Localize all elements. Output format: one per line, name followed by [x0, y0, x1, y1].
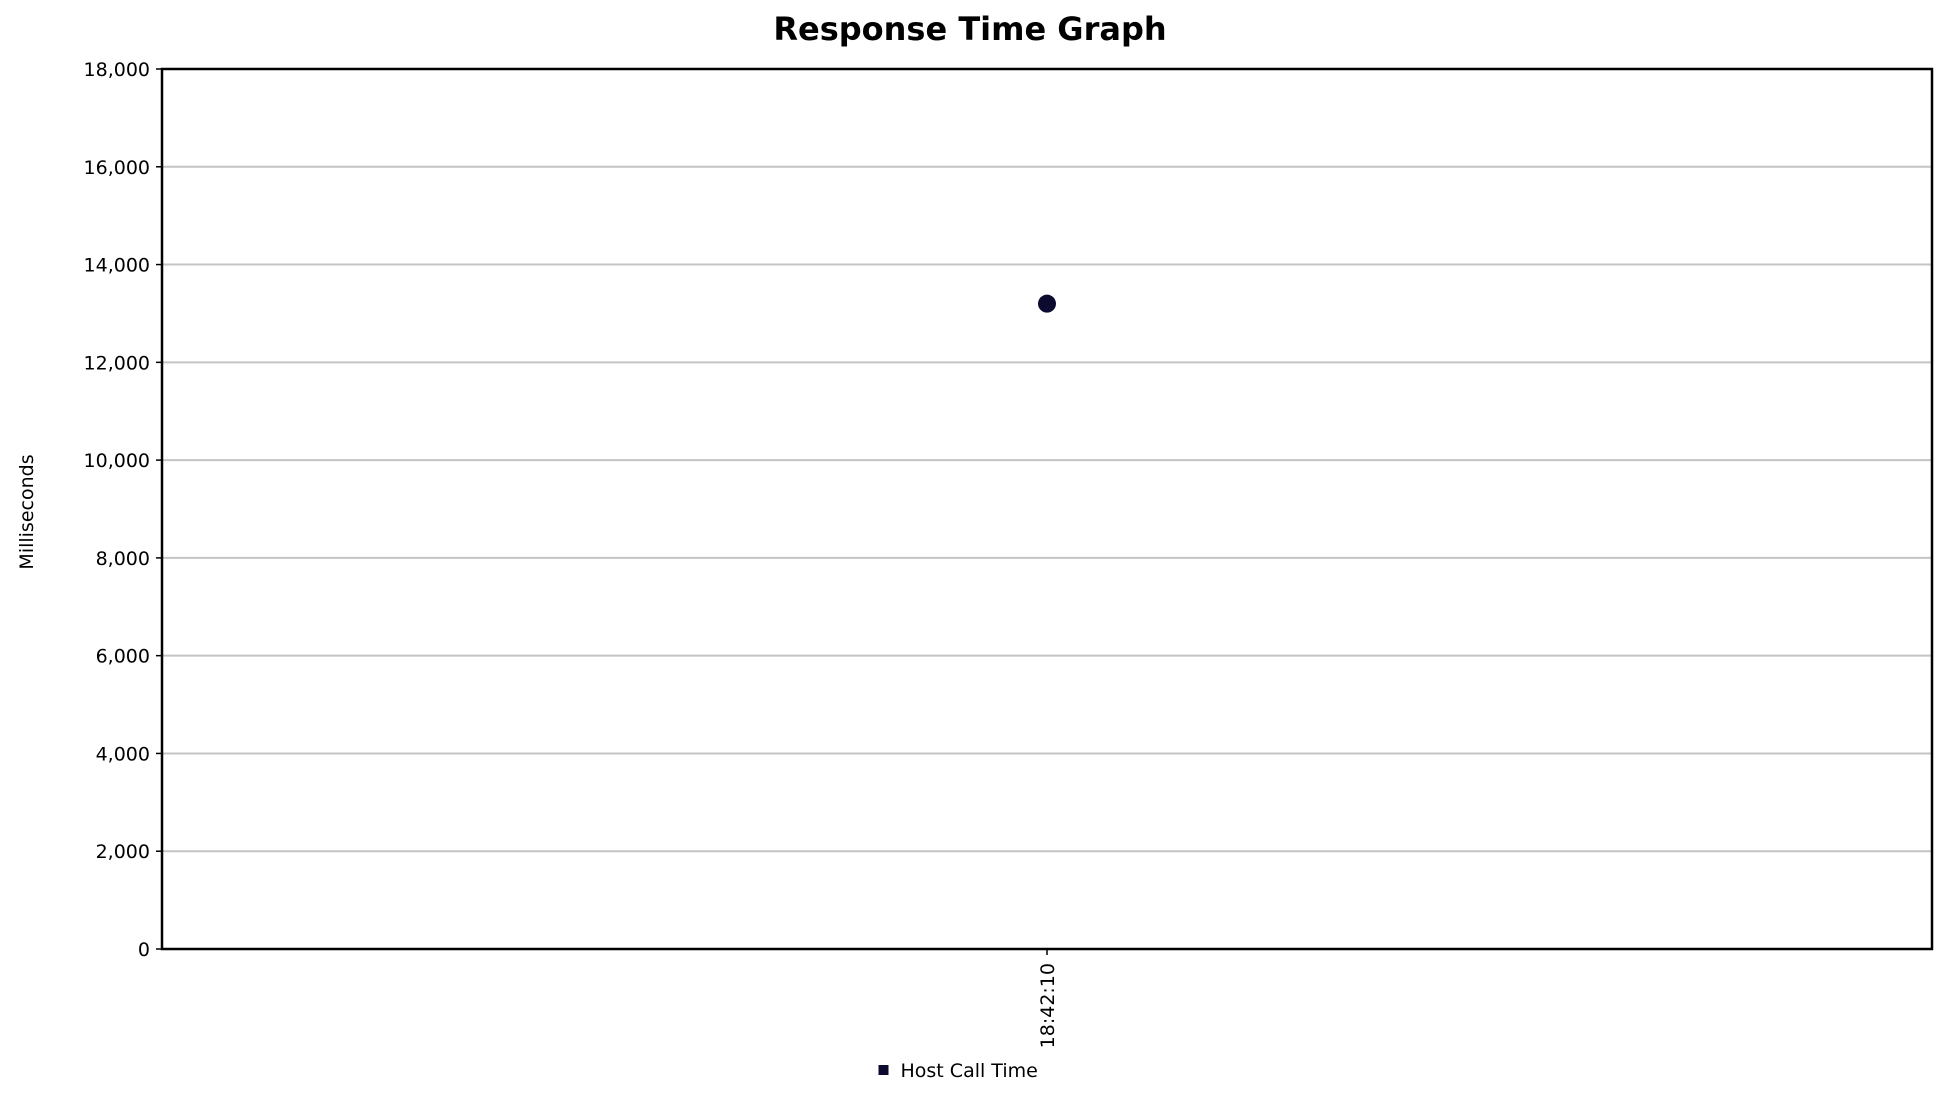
y-tick-label: 14,000 [84, 255, 150, 277]
y-tick-label: 10,000 [84, 450, 150, 472]
legend-label: Host Call Time [901, 1060, 1038, 1082]
gridlines [162, 165, 1932, 853]
x-tick-label: 18:42:10 [1037, 963, 1059, 1048]
y-tick-label: 4,000 [96, 743, 150, 765]
x-axis-ticks: 18:42:10 [1037, 949, 1059, 1048]
y-tick-label: 16,000 [84, 157, 150, 179]
data-point [1038, 294, 1056, 313]
y-tick-label: 2,000 [96, 841, 150, 863]
y-axis-title: Milliseconds [16, 454, 38, 569]
y-tick-label: 0 [138, 939, 150, 961]
y-tick-label: 12,000 [84, 352, 150, 374]
legend-swatch [878, 1065, 889, 1075]
y-tick-label: 8,000 [96, 548, 150, 570]
plot-area-frame [160, 67, 1934, 951]
chart-title: Response Time Graph [773, 10, 1166, 48]
y-tick-label: 18,000 [84, 59, 150, 81]
data-points [1038, 294, 1056, 313]
legend: Host Call Time [878, 1060, 1038, 1082]
y-tick-label: 6,000 [96, 646, 150, 668]
y-axis-ticks: 0 2,000 4,000 6,000 8,000 10,000 12,000 14,000 1… [84, 59, 162, 961]
